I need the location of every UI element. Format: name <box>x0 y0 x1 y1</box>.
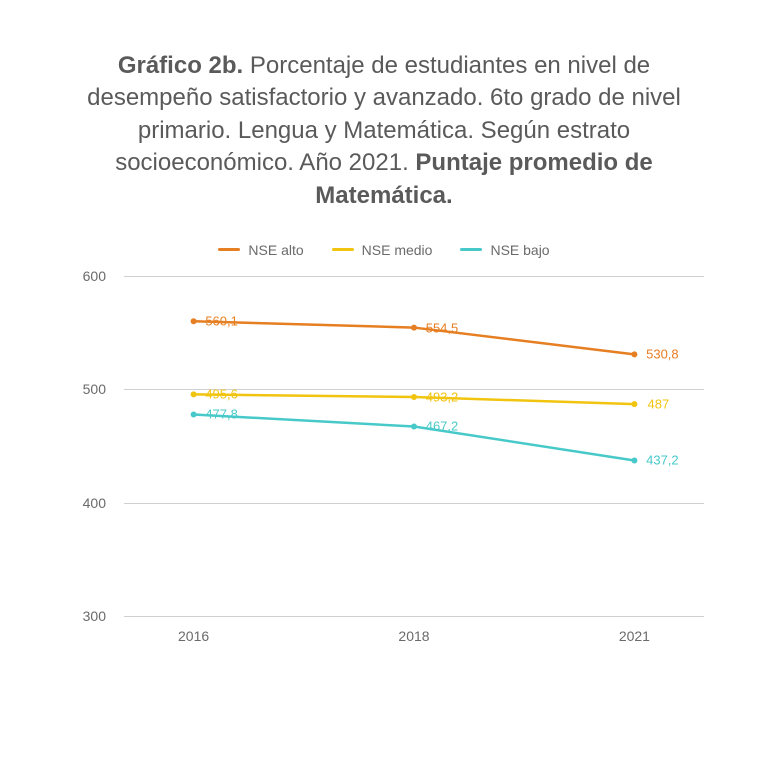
x-axis: 2016 2018 2021 <box>124 620 704 656</box>
y-axis: 300400500600 <box>64 276 114 616</box>
series-marker <box>631 351 637 357</box>
data-label: 467,2 <box>426 419 459 434</box>
legend-item: NSE medio <box>332 242 433 258</box>
series-marker <box>411 325 417 331</box>
series-marker <box>191 411 197 417</box>
chart-plot-area: 300400500600 560,1554,5530,8495,6493,248… <box>64 276 704 656</box>
series-marker <box>191 318 197 324</box>
series-marker <box>411 423 417 429</box>
data-label: 560,1 <box>205 314 238 329</box>
gridline <box>124 276 704 277</box>
data-label: 495,6 <box>205 387 238 402</box>
y-tick-label: 600 <box>83 268 106 284</box>
x-tick-label: 2018 <box>398 628 429 644</box>
legend-swatch <box>460 248 482 251</box>
plot: 560,1 554,5 530,8 495,6 493,2 487 477,8 467,2 43… <box>124 276 704 616</box>
data-label: 530,8 <box>646 347 679 362</box>
x-tick-label: 2021 <box>619 628 650 644</box>
series-marker <box>411 394 417 400</box>
y-tick-label: 300 <box>83 608 106 624</box>
y-tick-label: 400 <box>83 495 106 511</box>
series-marker <box>631 401 637 407</box>
data-label: 554,5 <box>426 320 459 335</box>
x-tick-label: 2016 <box>178 628 209 644</box>
series-marker <box>631 457 637 463</box>
y-tick-label: 500 <box>83 381 106 397</box>
legend-item: NSE bajo <box>460 242 549 258</box>
legend-label: NSE bajo <box>490 242 549 258</box>
chart-container: Gráfico 2b. Porcentaje de estudiantes en… <box>0 0 768 768</box>
legend-label: NSE alto <box>248 242 303 258</box>
legend-item: NSE alto <box>218 242 303 258</box>
series-line <box>194 414 635 460</box>
legend-label: NSE medio <box>362 242 433 258</box>
chart-title: Gráfico 2b. Porcentaje de estudiantes en… <box>64 50 704 212</box>
legend-swatch <box>218 248 240 251</box>
data-label: 493,2 <box>426 389 459 404</box>
legend-swatch <box>332 248 354 251</box>
chart-legend: NSE alto NSE medio NSE bajo <box>40 242 728 258</box>
gridline <box>124 616 704 617</box>
data-label: 487 <box>648 397 670 412</box>
data-label: 477,8 <box>205 407 238 422</box>
title-prefix: Gráfico 2b. <box>118 52 243 79</box>
data-label: 437,2 <box>646 453 679 468</box>
gridline <box>124 503 704 504</box>
series-marker <box>191 391 197 397</box>
